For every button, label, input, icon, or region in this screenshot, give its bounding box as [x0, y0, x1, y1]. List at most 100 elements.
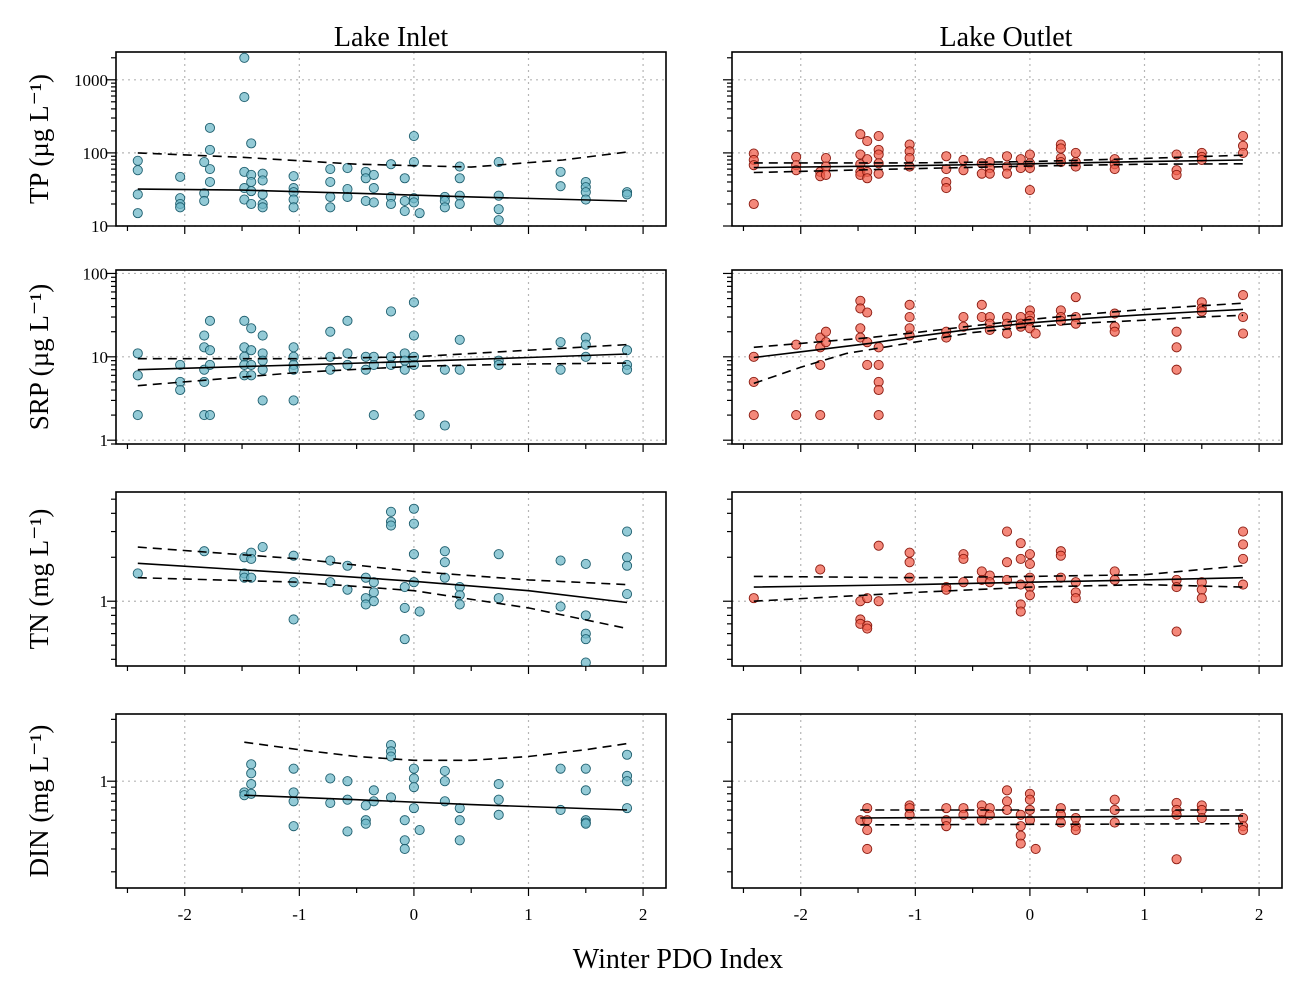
- tn-inlet-point: [580, 657, 591, 666]
- srp-outlet-point: [855, 323, 866, 334]
- din-outlet-frame: [731, 713, 1283, 889]
- tp-inlet-point: [555, 166, 566, 177]
- tp-inlet-point: [368, 197, 379, 208]
- srp-inlet-point: [288, 342, 299, 353]
- din-inlet-point: [342, 826, 353, 837]
- din-inlet-x-tick-label: -1: [292, 905, 306, 924]
- srp-inlet-point: [175, 359, 186, 370]
- tn-inlet-point: [580, 610, 591, 621]
- tp-inlet-point: [493, 190, 504, 201]
- din-inlet-confidence-band: [244, 741, 628, 762]
- tn-inlet-points: [132, 503, 633, 666]
- tn-inlet-point: [385, 520, 397, 531]
- tn-outlet-point: [1024, 549, 1035, 560]
- din-outlet-point: [862, 824, 873, 836]
- tp-outlet-point: [1055, 143, 1066, 154]
- srp-inlet-point: [408, 297, 419, 308]
- tn-inlet-point: [493, 549, 504, 560]
- srp-outlet-point: [862, 307, 873, 318]
- tn-outlet-frame: [731, 491, 1283, 667]
- srp-inlet-point: [408, 330, 419, 341]
- tp-outlet-point: [748, 160, 759, 171]
- din-inlet-point: [288, 787, 299, 798]
- tn-inlet-point: [454, 599, 465, 610]
- tp-inlet-point: [408, 131, 419, 142]
- srp-inlet-point: [555, 337, 566, 348]
- tn-inlet-point: [408, 518, 419, 529]
- tp-inlet-fit-line: [137, 188, 628, 202]
- tp-inlet-point: [399, 173, 410, 184]
- srp-inlet-confidence-band: [137, 362, 628, 387]
- tp-inlet-point: [239, 92, 250, 103]
- tn-inlet-panel: 1 TN (mg L⁻¹): [24, 491, 667, 674]
- tp-inlet-point: [385, 159, 397, 170]
- tp-outlet-point: [855, 129, 866, 140]
- din-inlet-point: [342, 776, 353, 787]
- tp-inlet-point: [408, 197, 419, 208]
- srp-inlet-point: [257, 364, 268, 375]
- srp-outlet-frame: [731, 269, 1283, 445]
- din-outlet-x-tick-label: 1: [1140, 905, 1149, 924]
- din-inlet-frame: [115, 713, 667, 889]
- din-outlet-x-tick-label: -2: [794, 905, 808, 924]
- tp-outlet-point: [1055, 156, 1066, 168]
- tp-outlet-point: [941, 183, 952, 194]
- tp-outlet-point: [873, 149, 884, 160]
- column-title-inlet: Lake Inlet: [334, 22, 448, 53]
- srp-inlet-point: [246, 323, 257, 334]
- din-inlet-point: [621, 776, 633, 787]
- tp-inlet-point: [175, 202, 186, 213]
- din-inlet-point: [439, 796, 450, 807]
- tn-outlet-point: [941, 584, 952, 595]
- srp-inlet-point: [385, 306, 397, 317]
- srp-inlet-point: [239, 315, 250, 326]
- tp-outlet-point: [1024, 185, 1035, 196]
- srp-outlet-point: [1237, 328, 1249, 339]
- din-inlet-point: [368, 785, 379, 796]
- srp-inlet-point: [580, 339, 591, 350]
- tn-inlet-point: [621, 526, 633, 537]
- tn-inlet-point: [257, 542, 268, 553]
- srp-inlet-confidence-band: [137, 343, 628, 360]
- srp-inlet-point: [257, 355, 268, 366]
- tp-inlet-point: [368, 169, 379, 180]
- srp-inlet-point: [204, 410, 216, 421]
- din-inlet-point: [385, 751, 397, 762]
- srp-inlet-point: [175, 384, 186, 396]
- srp-inlet-point: [360, 364, 371, 375]
- tn-outlet-point: [1015, 538, 1026, 549]
- tn-outlet-confidence-band: [753, 583, 1244, 602]
- srp-inlet-point: [257, 395, 268, 406]
- tp-outlet-confidence-band: [753, 163, 1244, 174]
- din-outlet-point: [1171, 854, 1182, 865]
- tp-inlet-panel: 10 100 1000 TP (µg L⁻¹): [24, 51, 667, 236]
- tp-outlet-point: [1001, 151, 1013, 162]
- srp-inlet-y-tick-label: 100: [83, 264, 109, 283]
- tp-inlet-point: [385, 198, 397, 210]
- tn-inlet-point: [246, 553, 257, 564]
- tn-outlet-point: [1015, 553, 1026, 564]
- tn-inlet-point: [408, 549, 419, 560]
- tp-inlet-points: [132, 52, 633, 226]
- srp-inlet-point: [204, 315, 216, 326]
- din-outlet-point: [1109, 817, 1120, 828]
- srp-inlet-point: [621, 364, 633, 375]
- din-inlet-point: [439, 765, 450, 776]
- tn-outlet-point: [1024, 558, 1035, 570]
- srp-inlet-point: [399, 364, 410, 375]
- tp-inlet-point: [325, 191, 336, 202]
- srp-inlet-point: [204, 345, 216, 356]
- tn-outlet-point: [873, 540, 884, 551]
- srp-inlet-point: [368, 410, 379, 421]
- srp-inlet-y-tick-label: 10: [91, 348, 108, 367]
- din-inlet-point: [555, 763, 566, 774]
- din-outlet-x-tick-label: 0: [1026, 905, 1035, 924]
- din-inlet-point: [399, 835, 410, 846]
- din-inlet-point: [246, 788, 257, 799]
- srp-inlet-points: [132, 297, 633, 431]
- tn-outlet-panel: [723, 491, 1283, 674]
- srp-inlet-panel: 1 10 100 SRP (µg L⁻¹): [24, 264, 667, 452]
- srp-outlet-point: [1237, 290, 1249, 301]
- tn-outlet-point: [1015, 606, 1026, 617]
- din-outlet-point: [1237, 824, 1249, 836]
